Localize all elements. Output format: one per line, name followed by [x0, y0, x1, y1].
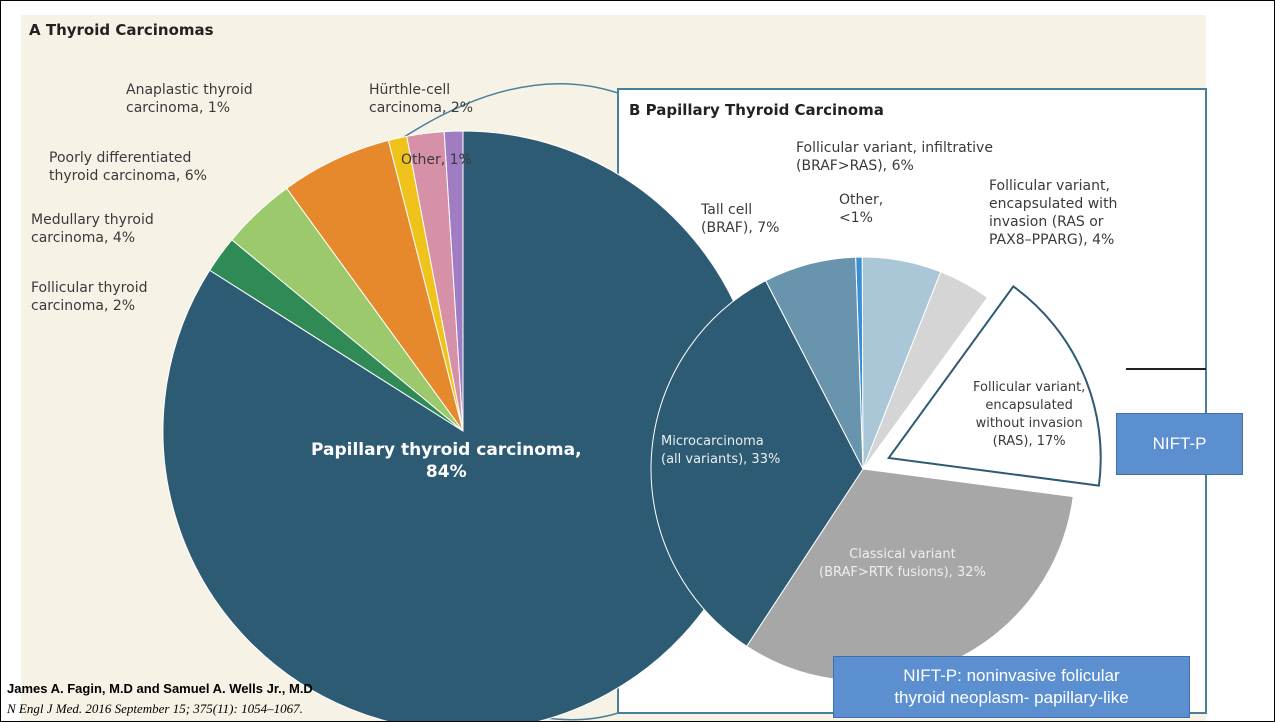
- zoom-line: [400, 82, 619, 140]
- slice-label: Follicular variant, encapsulated with in…: [989, 178, 1118, 248]
- slice-label: Microcarcinoma (all variants), 33%: [661, 434, 781, 467]
- slice-label: Other, <1%: [839, 192, 884, 226]
- slice-label: Poorly differentiated thyroid carcinoma,…: [49, 150, 207, 184]
- slice-label: Other, 1%: [401, 152, 472, 168]
- slice-label: Follicular thyroid carcinoma, 2%: [31, 280, 148, 314]
- callout: NIFT-P: noninvasive folicular thyroid ne…: [833, 656, 1190, 718]
- slice-label: Papillary thyroid carcinoma, 84%: [311, 440, 582, 482]
- slice-label: Follicular variant, encapsulated without…: [973, 380, 1086, 449]
- slice-label: Follicular variant, infiltrative (BRAF>R…: [796, 140, 993, 174]
- chart-title: B Papillary Thyroid Carcinoma: [629, 101, 884, 119]
- pie-slice: [443, 130, 464, 432]
- pie-slice: [162, 130, 764, 721]
- slice-label: Tall cell (BRAF), 7%: [701, 202, 780, 236]
- pie-slice: [886, 285, 1102, 487]
- slice-label: Classical variant (BRAF>RTK fusions), 32…: [819, 547, 986, 580]
- authors: James A. Fagin, M.D and Samuel A. Wells …: [7, 681, 313, 696]
- slice-label: Anaplastic thyroid carcinoma, 1%: [126, 82, 253, 116]
- journal: N Engl J Med. 2016 September 15; 375(11)…: [7, 701, 303, 716]
- pie-slice: [765, 256, 864, 470]
- pie-slice: [650, 279, 864, 647]
- callout: NIFT-P: [1116, 413, 1243, 475]
- chart-title: A Thyroid Carcinomas: [29, 21, 214, 39]
- pie-slice: [862, 271, 989, 470]
- slice-label: Medullary thyroid carcinoma, 4%: [31, 212, 154, 246]
- slice-label: Hürthle-cell carcinoma, 2%: [369, 82, 474, 116]
